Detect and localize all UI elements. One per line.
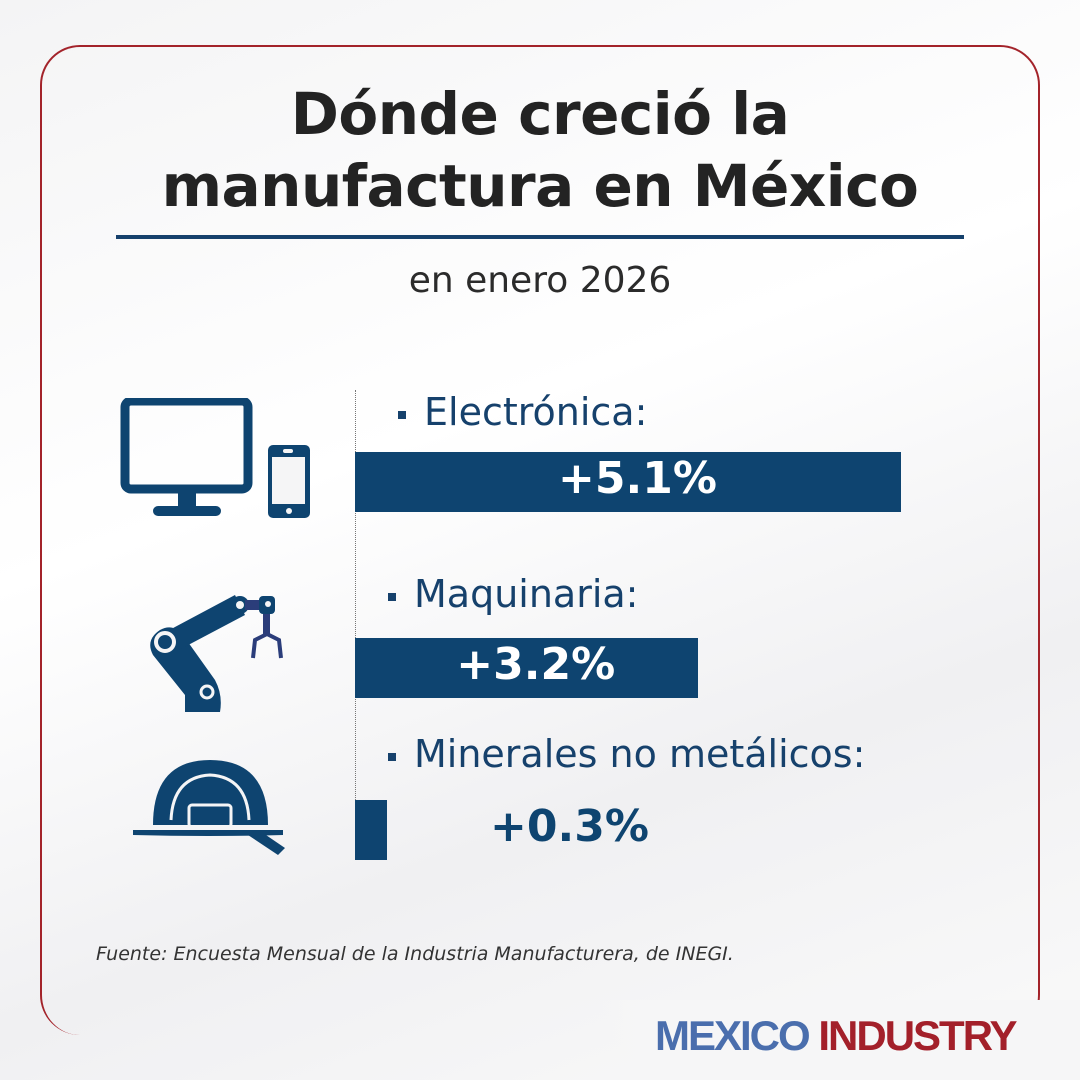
- bar: [355, 452, 901, 512]
- chart-axis: [355, 390, 356, 860]
- category-label: Maquinaria:: [388, 572, 638, 616]
- category-text: Minerales no metálicos:: [414, 732, 866, 776]
- logo-industry: INDUSTRY: [818, 1012, 1017, 1059]
- robot-arm-icon: [150, 595, 283, 712]
- mexico-industry-logo: MEXICO INDUSTRY: [655, 1012, 1017, 1060]
- border-frame: [40, 45, 1040, 1035]
- hard-hat-icon: [133, 760, 285, 855]
- subtitle: en enero 2026: [408, 260, 672, 301]
- bar: [355, 800, 388, 860]
- category-label: Electrónica:: [398, 390, 647, 434]
- bullet-icon: [388, 752, 396, 761]
- bar: [355, 638, 698, 698]
- source-note: Fuente: Encuesta Mensual de la Industria…: [96, 943, 734, 965]
- title-line-2: manufactura en México: [161, 152, 919, 220]
- category-label: Minerales no metálicos:: [388, 732, 865, 776]
- category-text: Electrónica:: [424, 390, 648, 434]
- value-label: +5.1%: [558, 453, 717, 504]
- page-title: Dónde creció la manufactura en México: [0, 78, 1080, 222]
- category-text: Maquinaria:: [414, 572, 639, 616]
- title-divider: [116, 235, 964, 239]
- monitor-and-phone-icon: [120, 398, 310, 518]
- logo-mexico: MEXICO: [655, 1012, 811, 1059]
- bullet-icon: [388, 592, 396, 601]
- bullet-icon: [398, 410, 406, 419]
- frame-gap: [600, 1000, 1080, 1080]
- value-label: +3.2%: [456, 639, 616, 690]
- title-line-1: Dónde creció la: [290, 80, 790, 148]
- value-label: +0.3%: [490, 801, 649, 852]
